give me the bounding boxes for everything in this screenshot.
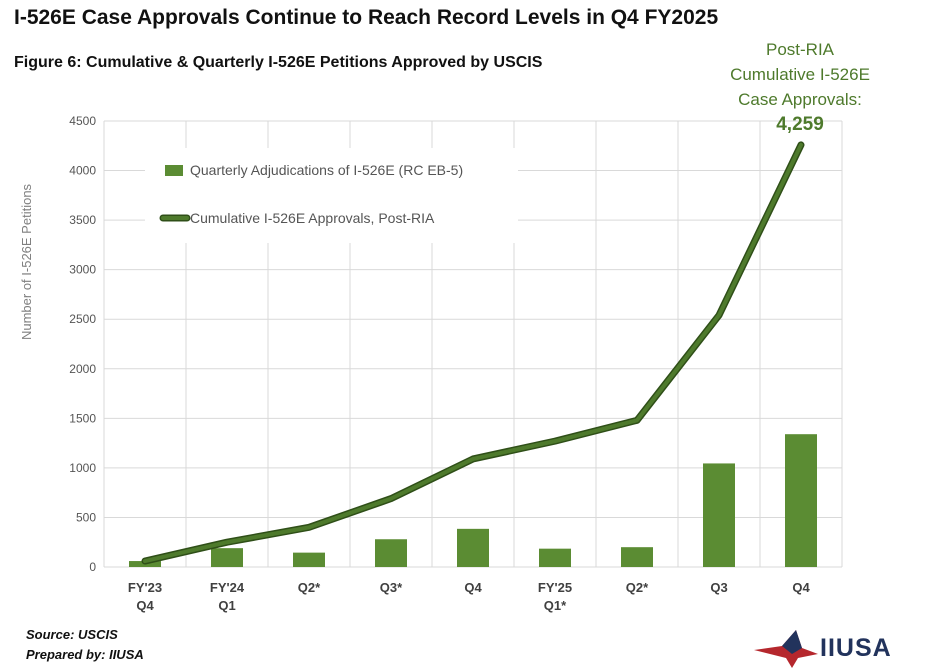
- y-tick-label: 2000: [69, 362, 96, 376]
- legend-bar-swatch: [165, 165, 183, 176]
- x-tick-label: Q2*: [298, 580, 321, 595]
- x-tick-label: Q3*: [380, 580, 403, 595]
- bar-quarterly: [703, 463, 735, 567]
- y-tick-label: 0: [89, 560, 96, 574]
- logo-star-accent: [782, 630, 802, 654]
- legend-box: [145, 148, 518, 243]
- x-tick-label: Q1: [218, 598, 235, 613]
- bar-quarterly: [375, 539, 407, 567]
- y-tick-label: 4500: [69, 114, 96, 128]
- x-tick-labels: FY'23 Q4 FY'24 Q1 Q2* Q3* Q4 FY'25 Q1* Q2* Q3 Q4: [128, 580, 811, 613]
- logo-text: IIUSA: [820, 634, 892, 662]
- headline: I-526E Case Approvals Continue to Reach …: [14, 6, 719, 29]
- legend-line-label: Cumulative I-526E Approvals, Post-RIA: [190, 210, 435, 226]
- callout-line-1: Post-RIA: [765, 40, 835, 59]
- bar-quarterly: [293, 552, 325, 567]
- y-tick-label: 2500: [69, 312, 96, 326]
- y-tick-label: 1000: [69, 461, 96, 475]
- x-tick-label: Q4: [136, 598, 154, 613]
- bar-quarterly: [211, 548, 243, 567]
- y-tick-label: 500: [76, 510, 96, 524]
- source-note: Source: USCIS: [26, 627, 118, 642]
- bar-quarterly: [457, 528, 489, 567]
- y-axis-label: Number of I-526E Petitions: [19, 183, 34, 340]
- x-tick-label: Q1*: [544, 598, 567, 613]
- x-tick-label: FY'23: [128, 580, 162, 595]
- y-tick-label: 4000: [69, 164, 96, 178]
- x-tick-label: FY'25: [538, 580, 572, 595]
- iiusa-logo: [754, 630, 818, 668]
- bar-quarterly: [785, 434, 817, 567]
- callout-line-2: Cumulative I-526E: [730, 65, 870, 84]
- y-tick-labels: 0 500 1000 1500 2000 2500 3000 3500 4000 4500: [69, 114, 96, 574]
- y-tick-label: 3000: [69, 263, 96, 277]
- legend-bar-label: Quarterly Adjudications of I-526E (RC EB…: [190, 162, 463, 178]
- bars: [129, 434, 817, 567]
- figure-title: Figure 6: Cumulative & Quarterly I-526E …: [14, 54, 543, 71]
- x-tick-label: Q3: [710, 580, 727, 595]
- cumulative-line: [141, 141, 805, 565]
- callout-line-3: Case Approvals:: [738, 90, 862, 109]
- x-tick-label: FY'24: [210, 580, 245, 595]
- callout: Post-RIA Cumulative I-526E Case Approval…: [700, 37, 900, 137]
- y-tick-label: 3500: [69, 213, 96, 227]
- x-tick-label: Q4: [464, 580, 482, 595]
- bar-quarterly: [621, 547, 653, 567]
- y-tick-label: 1500: [69, 411, 96, 425]
- x-tick-label: Q2*: [626, 580, 649, 595]
- footer: Source: USCIS Prepared by: IIUSA: [26, 625, 144, 665]
- bar-quarterly: [539, 548, 571, 567]
- callout-value: 4,259: [776, 114, 824, 135]
- cumulative-line-path: [143, 142, 803, 564]
- x-tick-label: Q4: [792, 580, 810, 595]
- prepared-by-note: Prepared by: IIUSA: [26, 647, 144, 662]
